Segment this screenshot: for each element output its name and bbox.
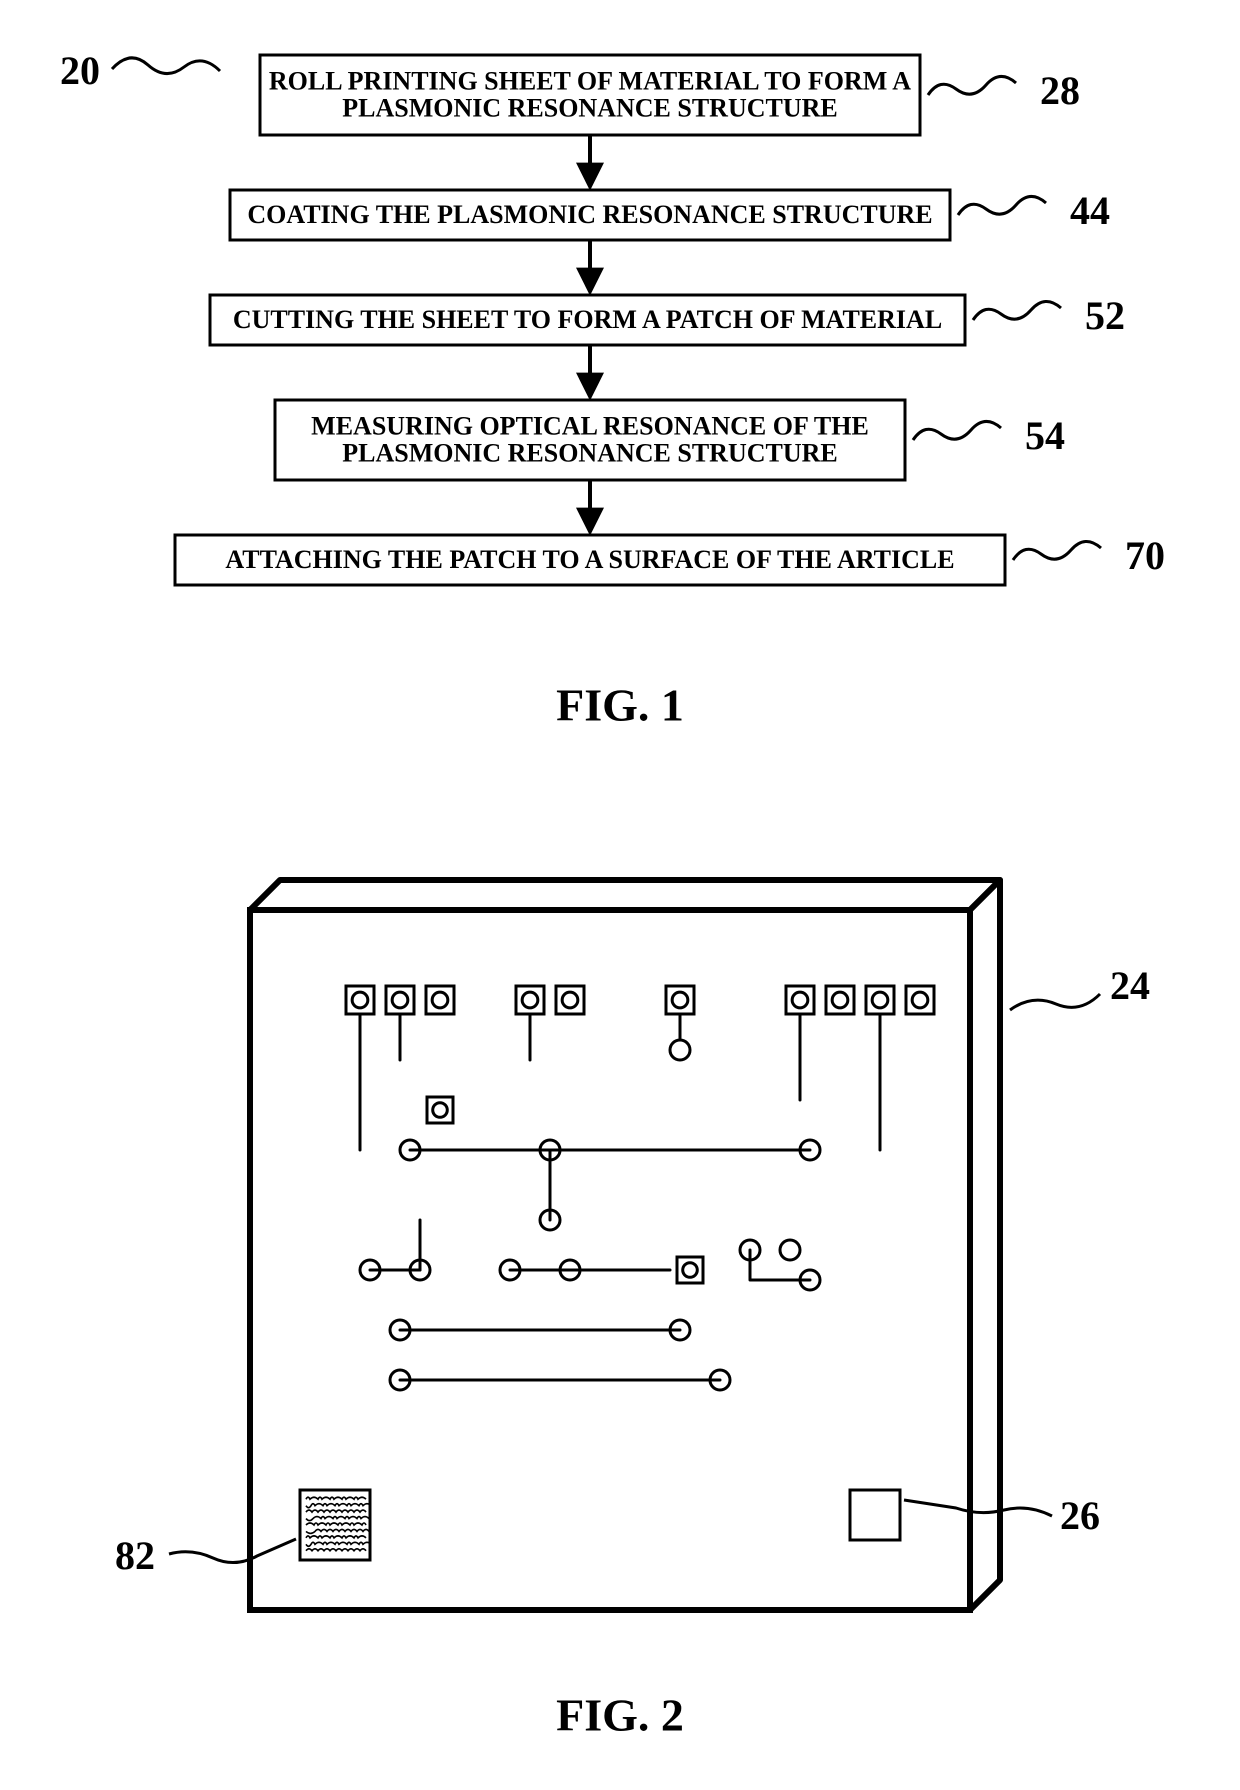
ref-leader: [112, 58, 220, 74]
board-side-face: [970, 880, 1000, 1610]
figure-label: FIG. 1: [556, 680, 684, 731]
ref-leader: [913, 421, 1001, 440]
flow-step-text: COATING THE PLASMONIC RESONANCE STRUCTUR…: [247, 200, 932, 229]
flow-step-text: CUTTING THE SHEET TO FORM A PATCH OF MAT…: [233, 305, 942, 334]
ref-leader: [958, 196, 1046, 215]
flow-step-text: PLASMONIC RESONANCE STRUCTURE: [342, 93, 838, 122]
ref-leader: [1010, 994, 1100, 1010]
flow-step-text: ROLL PRINTING SHEET OF MATERIAL TO FORM …: [269, 67, 911, 96]
board-top-face: [250, 880, 1000, 910]
ref-number: 82: [115, 1533, 155, 1578]
ref-leader: [973, 301, 1061, 320]
ref-leader: [928, 76, 1016, 95]
ref-number: 24: [1110, 963, 1150, 1008]
ref-number: 20: [60, 48, 100, 93]
ref-number: 28: [1040, 68, 1080, 113]
ref-number: 44: [1070, 188, 1110, 233]
ref-number: 70: [1125, 533, 1165, 578]
ref-leader: [1013, 541, 1101, 560]
flow-step-text: PLASMONIC RESONANCE STRUCTURE: [342, 438, 838, 467]
flow-step-text: MEASURING OPTICAL RESONANCE OF THE: [311, 412, 869, 441]
flow-step-text: ATTACHING THE PATCH TO A SURFACE OF THE …: [225, 545, 954, 574]
ref-number: 52: [1085, 293, 1125, 338]
ref-number: 26: [1060, 1493, 1100, 1538]
ref-number: 54: [1025, 413, 1065, 458]
figure-label: FIG. 2: [556, 1690, 684, 1741]
